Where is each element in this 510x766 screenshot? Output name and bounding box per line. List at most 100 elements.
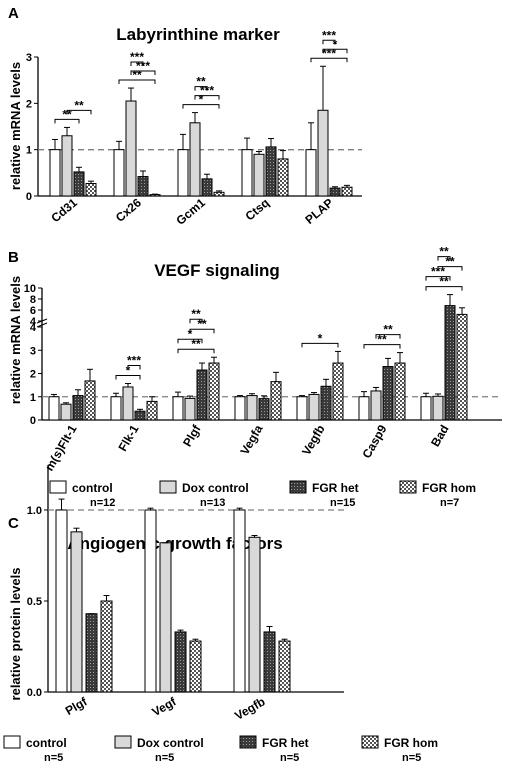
legend-label-fgr-het: FGR het [312, 481, 359, 495]
bar-fgr-het-casp9 [382, 366, 394, 421]
x-tick-label: Casp9 [359, 422, 389, 460]
y-tick-label: 1.0 [27, 505, 42, 517]
bar-fgr-hom-vegfb [332, 362, 344, 421]
significance-bracket [437, 256, 451, 261]
legend-n-fgr-het: n=15 [330, 497, 355, 509]
bar-control-bad [420, 396, 432, 421]
bar-fgr-hom-cx26 [149, 194, 161, 197]
panel-b-title: VEGF signaling [154, 261, 280, 280]
legend-swatch-control [49, 480, 67, 494]
significance-label: ** [383, 323, 393, 337]
y-tick-label: 1 [30, 392, 36, 404]
legend-swatch-fgr-hom [399, 480, 417, 494]
y-tick-label: 10 [24, 283, 36, 295]
significance-bracket [130, 70, 156, 76]
significance-label: *** [127, 353, 141, 367]
y-tick-label: 0 [26, 191, 32, 203]
significance-label: * [199, 93, 204, 107]
panel-a-title: Labyrinthine marker [116, 25, 280, 44]
bar-fgr-hom-m-s-flt-1 [84, 380, 96, 421]
bar-dox-control-gcm1 [189, 122, 201, 197]
legend-swatch-fgr-het [289, 480, 307, 494]
bar-fgr-het-vegfb [263, 631, 276, 693]
bar-control-plgf [172, 396, 184, 421]
y-tick-label: 4 [30, 316, 37, 328]
significance-label: * [318, 331, 323, 345]
bar-control-cx26 [113, 149, 125, 197]
bar-dox-control-m-s-flt-1 [60, 403, 72, 421]
significance-bracket [66, 109, 92, 115]
significance-label: * [126, 363, 131, 377]
bar-fgr-hom-ctsq [277, 158, 289, 197]
x-tick-label: Plgf [63, 694, 90, 718]
legend-swatch-dox-control [114, 735, 132, 749]
bar-control-vegfb [296, 396, 308, 421]
panel-a-ylabel: relative mRNA levels [8, 62, 23, 190]
panel-c-ylabel: relative protein levels [8, 568, 23, 701]
bar-fgr-hom-plgf [100, 600, 113, 693]
bar-control-flk-1 [110, 396, 122, 421]
bar-dox-control-flk-1 [122, 386, 134, 421]
significance-label: ** [132, 68, 142, 82]
x-tick-label: Bad [428, 423, 451, 450]
bar-dox-control-cx26 [125, 100, 137, 197]
legend-label-fgr-het: FGR het [262, 736, 309, 750]
axis-break [36, 318, 48, 324]
legend-label-dox-control: Dox control [137, 736, 204, 750]
bar-control-ctsq [241, 149, 253, 197]
bar-fgr-het-gcm1 [201, 178, 213, 197]
x-tick-label: Vegfb [232, 694, 267, 722]
panel-b-ylabel: relative mRNA levels [8, 276, 23, 404]
significance-bracket [194, 86, 208, 91]
legend-swatch-fgr-hom [361, 735, 379, 749]
bar-dox-control-plgf [70, 531, 83, 693]
bar-dox-control-vegfb [308, 393, 320, 421]
significance-bracket [127, 364, 141, 370]
bar-fgr-hom-vegfb [278, 640, 291, 693]
bar-dox-control-vegfa [246, 395, 258, 421]
significance-bracket [322, 39, 336, 45]
significance-label: *** [130, 50, 144, 64]
y-tick-label: 1 [26, 145, 32, 157]
significance-bracket [194, 95, 220, 100]
legend-n-fgr-het: n=5 [280, 752, 299, 764]
panel-c-label: C [8, 515, 19, 532]
significance-label: ** [191, 307, 201, 321]
significance-bracket [115, 374, 141, 380]
significance-label: ** [439, 275, 449, 289]
y-tick-label: 4 [30, 322, 37, 334]
significance-bracket [189, 318, 203, 324]
bar-control-gcm1 [177, 149, 189, 197]
significance-bracket [177, 338, 203, 344]
y-tick-label: 3 [30, 345, 36, 357]
legend-label-control: control [26, 736, 67, 750]
panel-a-label: A [8, 5, 19, 22]
bar-control-plap [305, 149, 317, 197]
y-tick-label: 0.0 [27, 687, 42, 699]
significance-label: ** [191, 337, 201, 351]
legend-swatch-control [3, 735, 21, 749]
legend-n-dox-control: n=5 [155, 752, 174, 764]
bar-fgr-het-plap [329, 187, 341, 197]
significance-bracket [189, 328, 215, 334]
x-tick-label: Vegf [150, 694, 180, 719]
significance-bracket [182, 104, 220, 109]
x-tick-label: Vegfb [299, 423, 327, 458]
legend-label-fgr-hom: FGR hom [422, 481, 476, 495]
x-tick-label: Cd31 [48, 195, 80, 225]
y-tick-label: 0 [30, 415, 36, 427]
y-tick-label: 2 [30, 369, 36, 381]
significance-label: ** [377, 333, 387, 347]
y-tick-label: 0.5 [27, 596, 42, 608]
bar-dox-control-plap [317, 109, 329, 197]
significance-bracket [301, 342, 339, 348]
bar-fgr-het-vegfa [258, 398, 270, 421]
bar-dox-control-ctsq [253, 153, 265, 197]
bar-fgr-hom-casp9 [394, 362, 406, 421]
panel-b-label: B [8, 249, 19, 266]
panel-c-legend: control n=5 Dox control n=5 FGR het n=5 FGR ho… [3, 735, 438, 764]
legend-label-dox-control: Dox control [182, 481, 249, 495]
significance-bracket [310, 57, 348, 63]
significance-bracket [118, 79, 156, 85]
x-tick-label: Gcm1 [173, 195, 208, 227]
